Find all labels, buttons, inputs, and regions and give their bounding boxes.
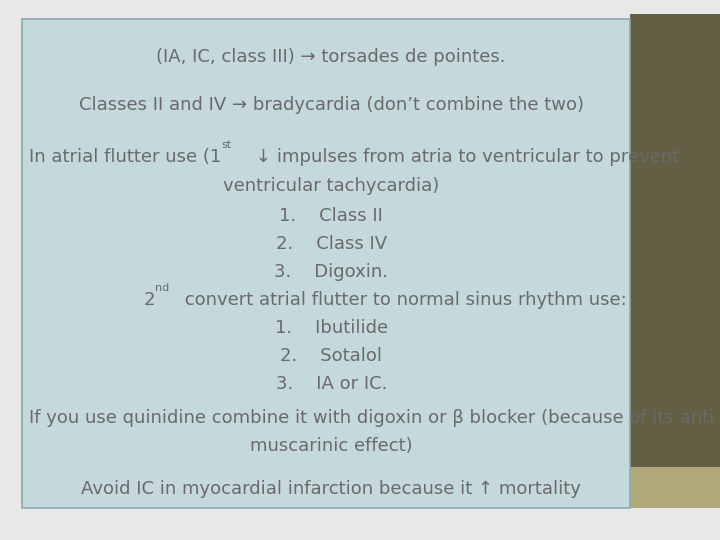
Text: muscarinic effect): muscarinic effect) [250,437,413,455]
Text: If you use quinidine combine it with digoxin or β blocker (because of its anti: If you use quinidine combine it with dig… [29,409,714,427]
Text: ventricular tachycardia): ventricular tachycardia) [223,177,439,195]
Text: nd: nd [156,284,170,293]
Text: In atrial flutter use (1: In atrial flutter use (1 [29,147,221,166]
Text: 1.    Class II: 1. Class II [279,207,383,225]
Text: 2.    Class IV: 2. Class IV [276,235,387,253]
Text: (IA, IC, class III) → torsades de pointes.: (IA, IC, class III) → torsades de pointe… [156,48,506,66]
Bar [630,14,720,467]
Text: st: st [221,140,231,150]
Bar [630,467,720,508]
Text: convert atrial flutter to normal sinus rhythm use:: convert atrial flutter to normal sinus r… [179,291,626,309]
Text: ↓ impulses from atria to ventricular to prevent: ↓ impulses from atria to ventricular to … [256,147,679,166]
Text: 2.    Sotalol: 2. Sotalol [280,347,382,366]
Text: 2: 2 [144,291,156,309]
Text: 1.    Ibutilide: 1. Ibutilide [274,319,388,338]
Text: 2: 2 [144,291,156,309]
Text: Classes II and IV → bradycardia (don’t combine the two): Classes II and IV → bradycardia (don’t c… [78,96,584,114]
Text: In atrial flutter use (1: In atrial flutter use (1 [29,147,221,166]
Text: 3.    IA or IC.: 3. IA or IC. [276,375,387,394]
Bar [22,19,630,508]
Text: Avoid IC in myocardial infarction because it ↑ mortality: Avoid IC in myocardial infarction becaus… [81,480,581,498]
Text: 3.    Digoxin.: 3. Digoxin. [274,263,388,281]
